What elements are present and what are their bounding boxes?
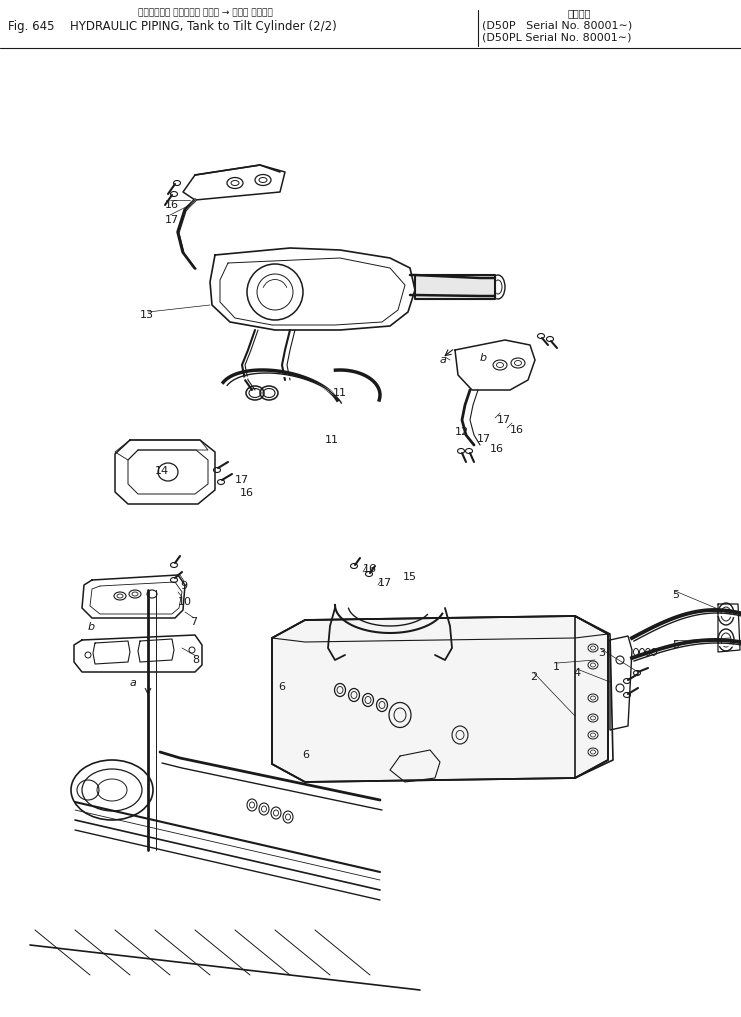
Text: 16: 16: [490, 444, 504, 454]
Text: 17: 17: [497, 415, 511, 425]
Text: 12: 12: [455, 427, 469, 437]
Text: 17: 17: [477, 434, 491, 444]
Text: 備用番号: 備用番号: [568, 8, 591, 18]
Text: 17: 17: [165, 215, 179, 225]
Text: 16: 16: [363, 564, 377, 574]
Text: 17: 17: [235, 475, 249, 485]
Text: 6: 6: [278, 682, 285, 692]
Text: a: a: [130, 678, 137, 687]
Polygon shape: [272, 616, 608, 782]
Text: 13: 13: [140, 310, 154, 320]
Text: b: b: [88, 622, 95, 632]
Text: 2: 2: [530, 672, 537, 682]
Text: 11: 11: [333, 388, 347, 398]
Text: Fig. 645: Fig. 645: [8, 20, 55, 33]
Text: 5: 5: [672, 640, 679, 650]
Text: (D50PL Serial No. 80001∼): (D50PL Serial No. 80001∼): [482, 33, 631, 43]
Text: b: b: [480, 353, 487, 363]
Text: 11: 11: [325, 435, 339, 445]
Text: a: a: [440, 355, 447, 365]
Text: 10: 10: [178, 597, 192, 607]
Text: 14: 14: [155, 466, 169, 476]
Text: 16: 16: [240, 488, 254, 498]
Text: ハイドロック パイピング タンク → チルト シリンダ: ハイドロック パイピング タンク → チルト シリンダ: [138, 8, 273, 17]
Text: 15: 15: [403, 572, 417, 582]
Text: 6: 6: [302, 750, 309, 760]
Text: (D50P   Serial No. 80001∼): (D50P Serial No. 80001∼): [482, 20, 632, 29]
Text: 3: 3: [598, 648, 605, 658]
Text: 16: 16: [165, 200, 179, 210]
Text: 7: 7: [190, 617, 197, 627]
Text: 8: 8: [192, 655, 199, 665]
Polygon shape: [415, 275, 495, 299]
Text: 5: 5: [672, 590, 679, 600]
Text: 17: 17: [378, 578, 392, 588]
Text: HYDRAULIC PIPING, Tank to Tilt Cylinder (2/2): HYDRAULIC PIPING, Tank to Tilt Cylinder …: [70, 20, 336, 33]
Text: 16: 16: [510, 425, 524, 435]
Text: 1: 1: [553, 662, 560, 672]
Text: 9: 9: [180, 581, 187, 591]
Text: 4: 4: [573, 668, 580, 678]
